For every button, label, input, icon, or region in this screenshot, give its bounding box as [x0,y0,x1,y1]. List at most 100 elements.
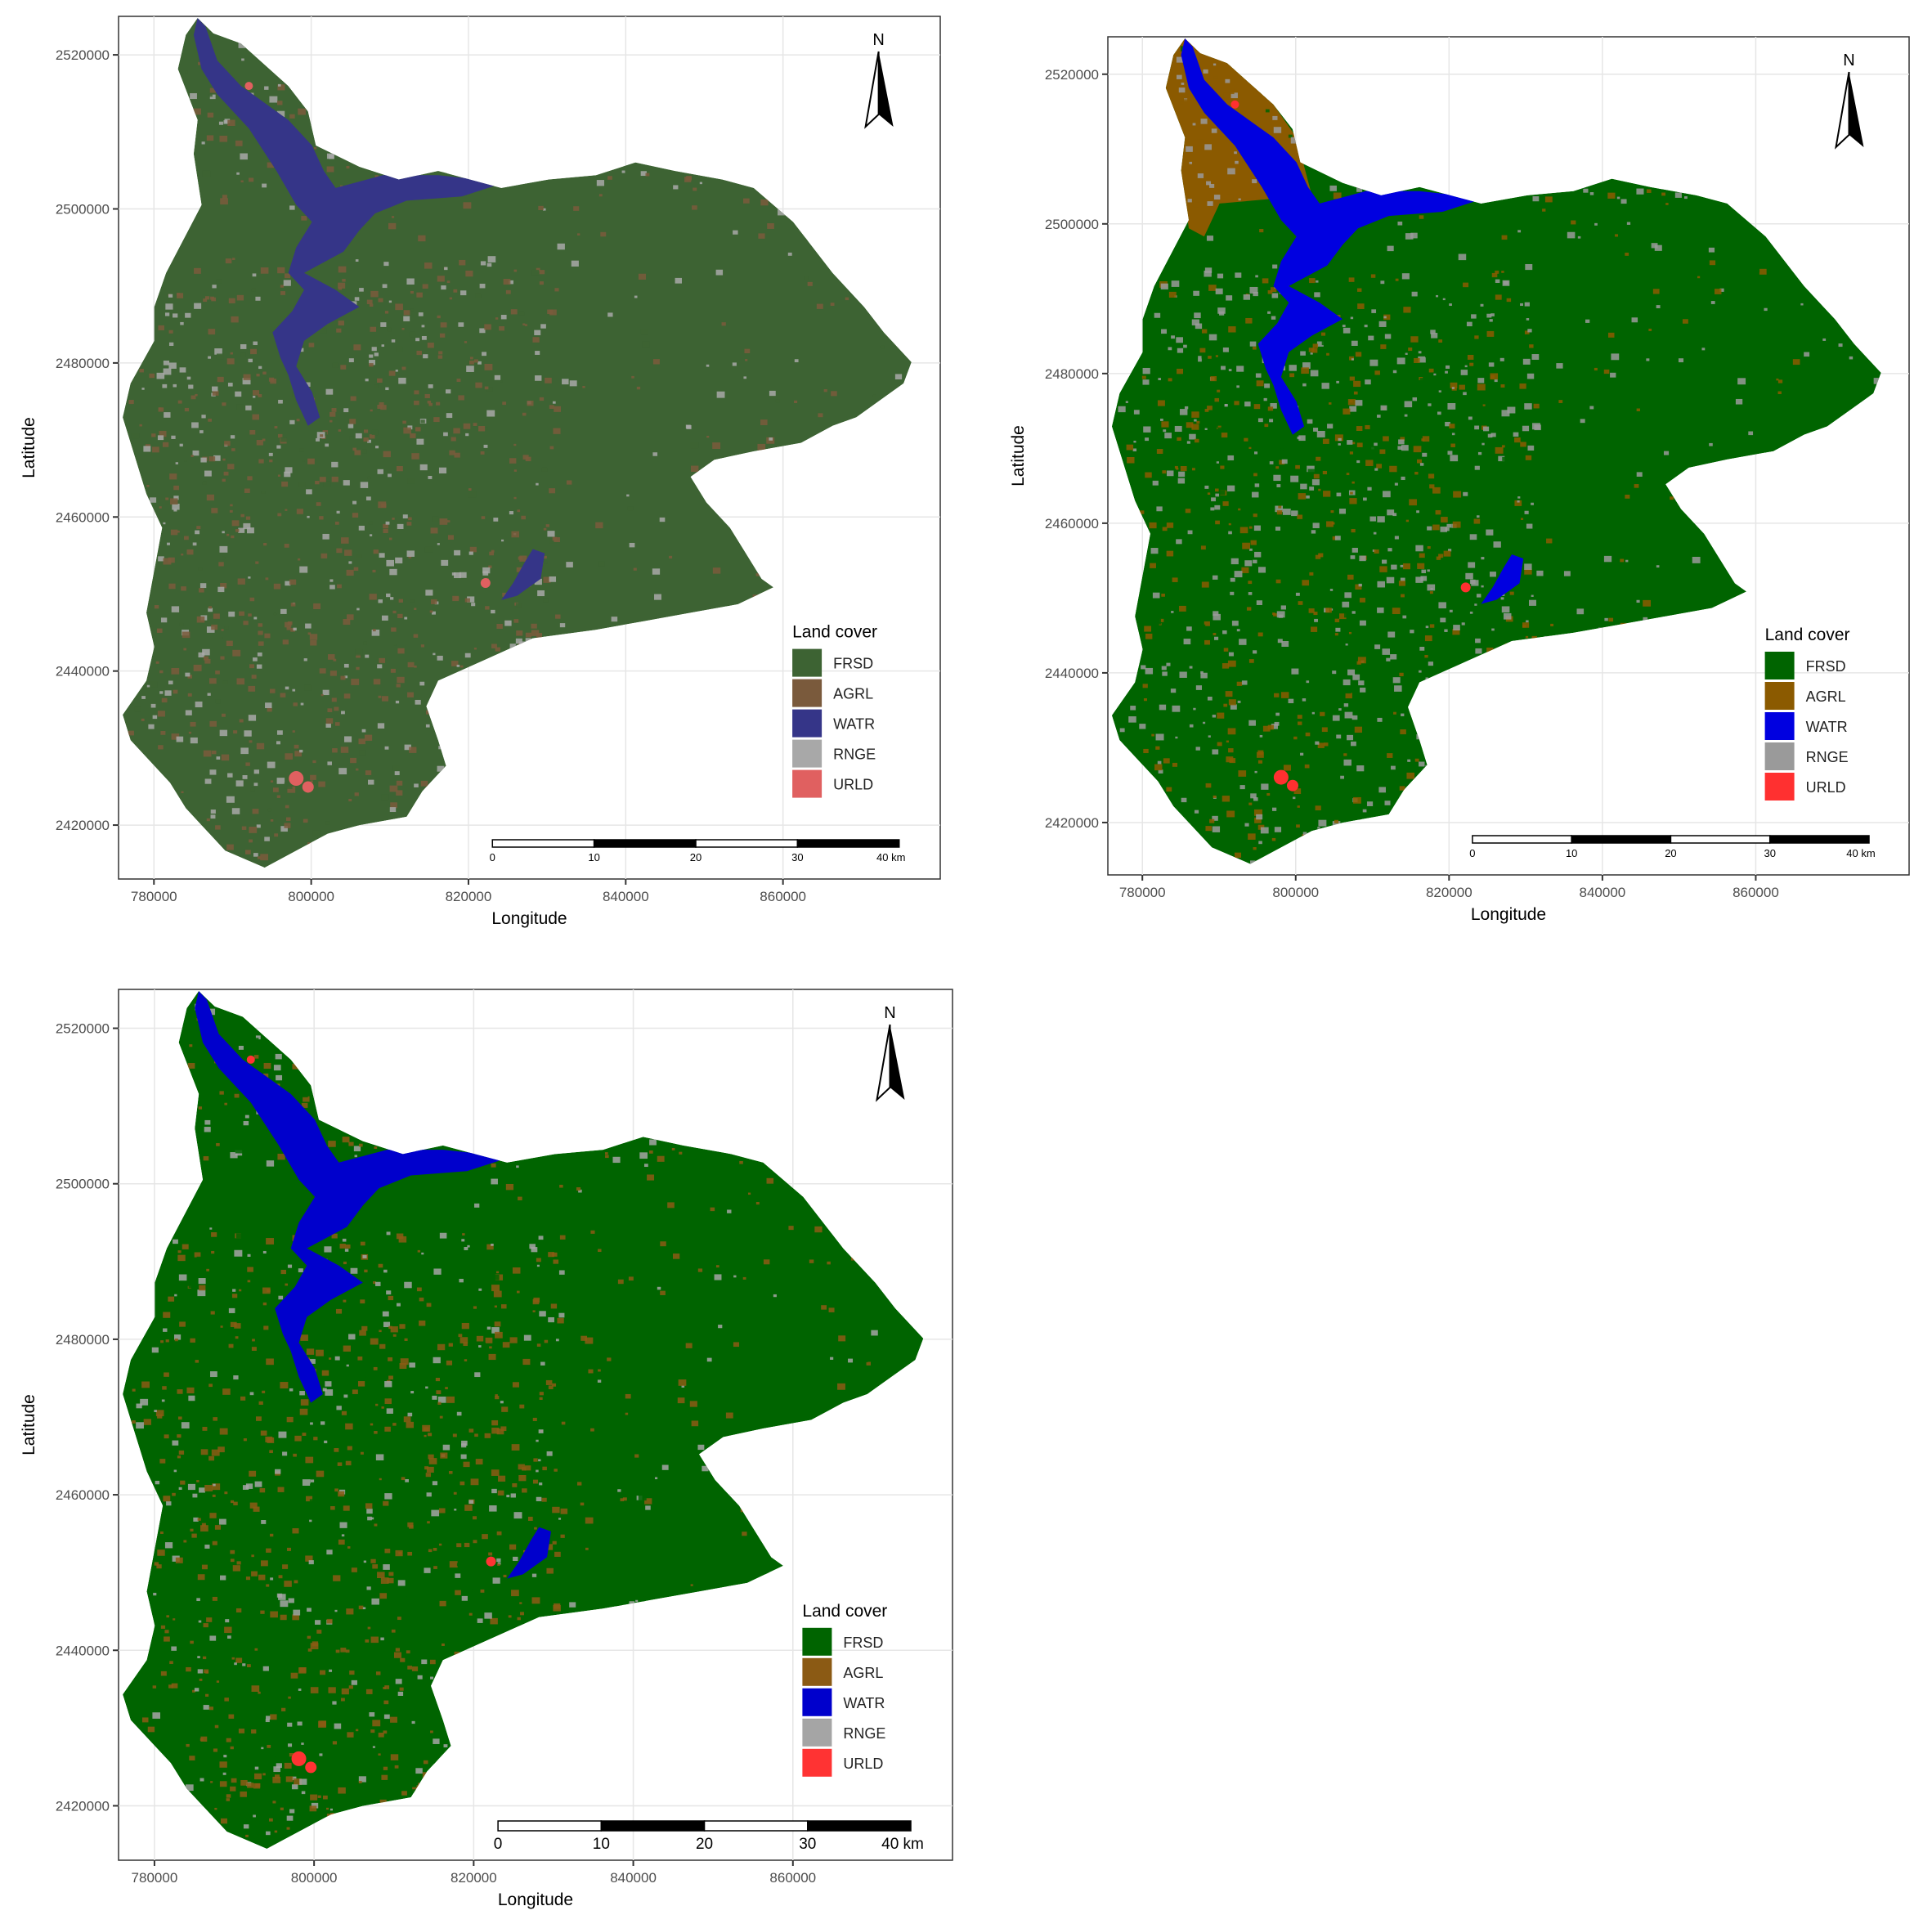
y-tick-label: 2520000 [1045,67,1099,83]
legend-swatch [802,1688,832,1716]
urld-patches [246,1055,496,1774]
y-axis-title: Latitude [1009,425,1028,487]
reservoir [193,18,502,426]
map-figure-1: 780000 800000 820000 840000 860000 2420000 244… [20,16,941,928]
y-tick-label: 2420000 [56,818,110,833]
x-axis-title: Longitude [498,1890,573,1909]
y-tick-label: 2480000 [56,1332,110,1348]
x-tick-label: 780000 [131,889,177,904]
scale-label: 10 [1566,847,1577,859]
scale-label: 30 [1764,847,1775,859]
y-axis-title: Latitude [20,1394,38,1455]
x-axis-title: Longitude [491,909,567,928]
legend-label: AGRL [833,686,873,702]
legend-swatch [802,1718,832,1747]
legend-label: FRSD [1806,658,1846,675]
x-tick-label: 800000 [291,1870,338,1886]
x-tick-label: 860000 [760,889,806,904]
scale-label: 20 [1665,847,1676,859]
legend-swatch [792,679,823,707]
legend-swatch [1764,682,1795,710]
scale-label: 30 [791,851,803,863]
scale-bar: 0 10 20 30 40 km [490,839,905,863]
svg-text:N: N [884,1004,895,1022]
y-tick-label: 2420000 [56,1798,110,1814]
y-tick-label: 2480000 [56,356,110,371]
scale-label: 0 [494,1836,503,1853]
y-tick-label: 2460000 [56,1487,110,1503]
legend-swatch [802,1627,832,1656]
legend-swatch [802,1657,832,1686]
legend-swatch [1764,652,1795,679]
scale-label: 40 km [876,851,905,863]
legend-label: RNGE [1806,749,1849,765]
land-cover-map-1: 780000 800000 820000 840000 860000 2420000 244… [0,0,965,932]
legend-label: RNGE [833,747,876,763]
legend-label: URLD [843,1756,883,1772]
legend-title: Land cover [1765,626,1850,644]
x-tick-label: 840000 [1580,885,1626,900]
x-tick-label: 820000 [446,889,492,904]
watershed-land-cover [1111,38,1881,864]
small-reservoir [501,549,545,600]
small-reservoir [507,1527,551,1579]
y-tick-label: 2440000 [56,664,110,679]
legend-label: FRSD [833,656,873,672]
legend-label: FRSD [843,1635,883,1651]
mixed-land-cover-speckle [132,999,878,1850]
legend-title: Land cover [792,623,877,642]
legend-label: WATR [833,716,875,733]
scale-label: 30 [799,1836,816,1853]
x-tick-label: 800000 [1272,885,1319,900]
axes: 780000 800000 820000 840000 860000 2420000 244… [56,1021,816,1886]
x-axis-title: Longitude [1471,905,1546,924]
y-tick-label: 2500000 [56,1177,110,1192]
watershed-land-cover [123,991,924,1850]
y-tick-label: 2440000 [1045,666,1099,681]
land-cover-map-2: 780000 800000 820000 840000 860000 2420000 244… [989,16,1932,924]
legend-label: URLD [1806,779,1846,796]
scale-label: 0 [1469,847,1475,859]
small-reservoir [1481,554,1524,604]
scale-label: 0 [490,851,495,863]
watershed-land-cover [123,18,912,868]
scale-label: 10 [588,851,599,863]
urld-patches [244,82,491,793]
map-figure-3: 780000 800000 820000 840000 860000 2420000 244… [20,989,953,1909]
legend-swatch [1764,773,1795,801]
y-tick-label: 2480000 [1045,366,1099,382]
legend-swatch [1764,712,1795,740]
legend-swatch [792,739,823,768]
north-arrow-icon: N [1835,52,1864,150]
legend-label: AGRL [1806,688,1846,705]
map-figure-2: 780000 800000 820000 840000 860000 2420000 244… [1009,36,1910,924]
svg-text:N: N [872,31,884,49]
legend: Land cover FRSD AGRL WATR RNGE URLD [1764,626,1850,801]
scale-label: 20 [690,851,702,863]
scale-bar: 0 10 20 30 40 km [494,1820,924,1853]
x-tick-label: 840000 [610,1870,657,1886]
legend-swatch [792,648,823,677]
x-tick-label: 780000 [132,1870,178,1886]
legend-swatch [1764,742,1795,770]
legend-label: RNGE [843,1725,885,1742]
y-tick-label: 2460000 [1045,516,1099,531]
y-tick-label: 2500000 [56,201,110,217]
axes: 780000 800000 820000 840000 860000 2420000 244… [56,47,806,904]
x-tick-label: 820000 [1426,885,1473,900]
y-tick-label: 2460000 [56,509,110,525]
y-axis-title: Latitude [20,417,38,478]
legend-label: URLD [833,777,873,793]
x-tick-label: 840000 [603,889,649,904]
land-cover-map-3: 780000 800000 820000 840000 860000 2420000 244… [0,973,973,1913]
north-arrow-icon: N [864,31,894,129]
legend-title: Land cover [802,1602,887,1621]
x-tick-label: 800000 [288,889,334,904]
legend-swatch [792,709,823,738]
legend-label: WATR [1806,719,1848,735]
y-tick-label: 2440000 [56,1643,110,1658]
urld-patches [1230,100,1471,792]
svg-text:N: N [1843,52,1854,70]
legend-label: AGRL [843,1665,883,1681]
legend-swatch [802,1748,832,1777]
